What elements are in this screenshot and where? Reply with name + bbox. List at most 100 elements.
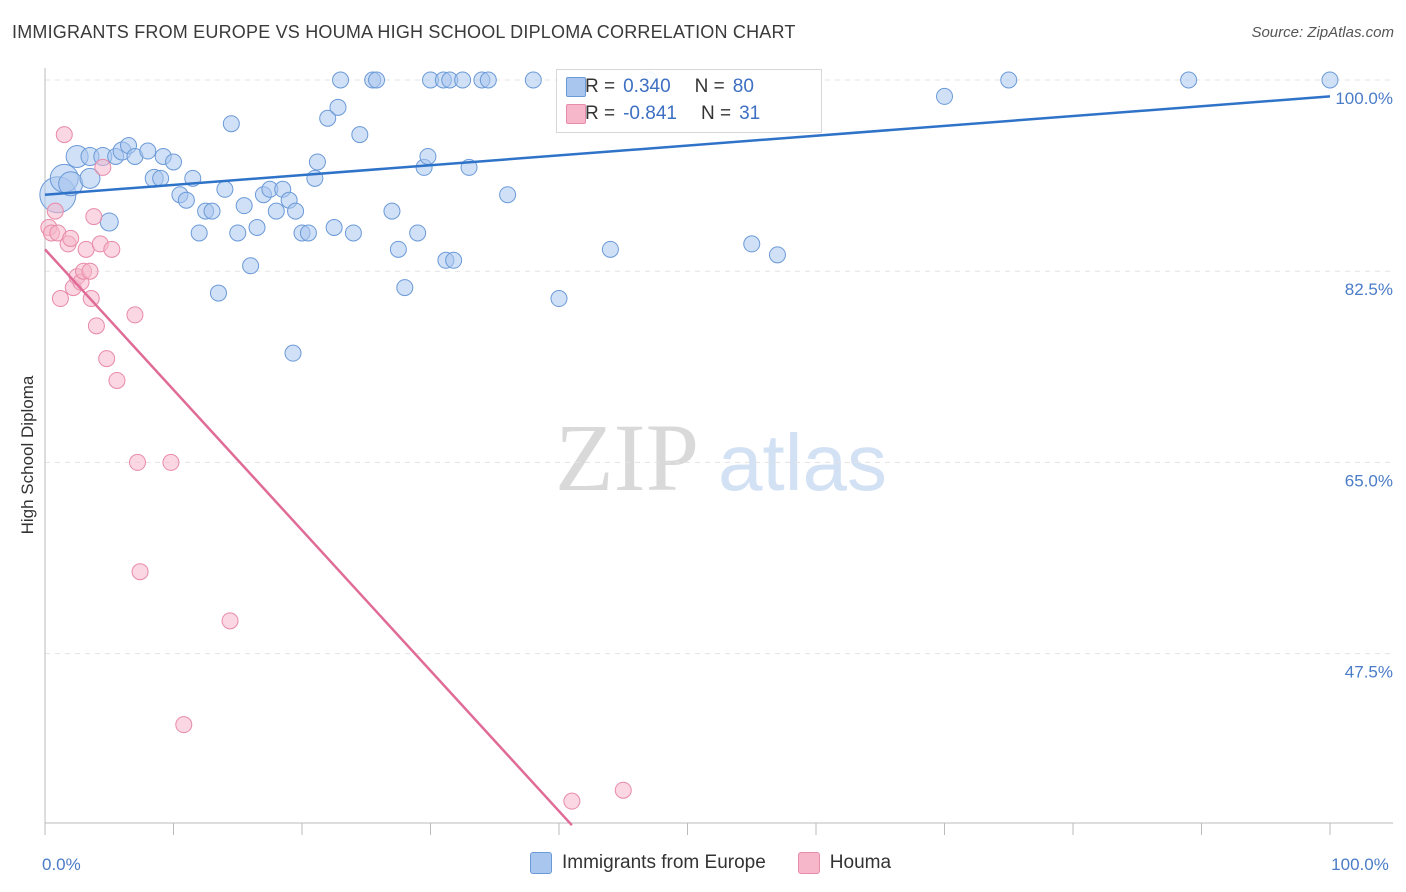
data-point	[454, 71, 472, 89]
data-point	[550, 290, 568, 308]
x-tick-label: 0.0%	[42, 855, 81, 874]
x-tick-label: 100.0%	[1331, 855, 1389, 874]
data-point	[177, 191, 195, 209]
data-point	[389, 240, 407, 258]
data-point	[325, 219, 343, 237]
data-point	[203, 202, 221, 220]
data-point	[108, 371, 126, 389]
watermark-atlas: atlas	[718, 418, 887, 507]
data-point	[94, 158, 112, 176]
data-point	[248, 219, 266, 237]
data-point	[332, 71, 350, 89]
data-point	[1000, 71, 1018, 89]
legend-label: Houma	[829, 852, 892, 873]
series-legend: Immigrants from Europe Houma	[530, 852, 923, 874]
axes	[44, 68, 1393, 835]
chart-source: Source: ZipAtlas.com	[1251, 24, 1394, 41]
data-point	[165, 153, 182, 171]
data-point	[267, 202, 285, 220]
data-point	[139, 142, 157, 160]
data-point	[1321, 71, 1339, 89]
data-point	[162, 453, 180, 471]
legend-r-value: 0.340	[623, 76, 671, 97]
legend-swatch-pink	[797, 852, 820, 874]
data-point	[221, 612, 239, 630]
watermark: ZIP atlas	[555, 404, 887, 511]
data-point	[81, 262, 99, 280]
legend-n-value: 31	[739, 103, 761, 124]
legend-row-houma: R = -0.841 N = 31	[566, 101, 761, 127]
data-point	[319, 109, 337, 127]
legend-swatch-pink	[566, 104, 586, 124]
data-point	[1180, 71, 1198, 89]
legend-swatch-blue	[566, 77, 586, 97]
data-point	[209, 284, 227, 302]
data-point	[46, 202, 64, 220]
y-tick-label: 47.5%	[1345, 663, 1393, 682]
data-point	[85, 208, 103, 226]
y-tick-label: 65.0%	[1345, 471, 1393, 490]
data-point	[103, 240, 121, 258]
data-point	[79, 167, 101, 189]
data-point	[62, 229, 80, 247]
trend-lines	[44, 95, 1331, 827]
legend-swatch-blue	[530, 852, 552, 874]
data-point	[229, 224, 247, 242]
data-point	[524, 71, 542, 89]
legend-r-label: R =	[585, 76, 616, 97]
data-point	[87, 317, 105, 335]
data-point	[344, 224, 362, 242]
chart-title: IMMIGRANTS FROM EUROPE VS HOUMA HIGH SCH…	[12, 22, 796, 42]
watermark-zip: ZIP	[555, 404, 699, 511]
trend-line	[44, 248, 573, 827]
legend-item-houma: Houma	[797, 852, 892, 874]
data-point	[445, 251, 463, 269]
data-point	[351, 126, 369, 144]
grid-lines	[45, 79, 1393, 655]
stats-legend: R = 0.340 N = 80 R = -0.841 N = 31	[556, 69, 822, 133]
y-tick-label: 100.0%	[1335, 89, 1393, 108]
data-point	[190, 224, 208, 242]
tick-labels: 100.0% 82.5% 65.0% 47.5% 0.0% 100.0%	[42, 89, 1393, 874]
data-point	[242, 257, 260, 275]
series-houma-points	[40, 126, 632, 810]
data-point	[499, 186, 517, 204]
data-point	[51, 290, 69, 308]
legend-item-immigrants-from-europe: Immigrants from Europe	[530, 852, 766, 874]
data-point	[216, 180, 234, 198]
legend-r-label: R =	[585, 103, 616, 124]
trend-line	[44, 95, 1331, 196]
data-point	[129, 453, 147, 471]
data-point	[77, 240, 95, 258]
data-point	[396, 279, 414, 297]
data-point	[768, 246, 786, 264]
data-point	[287, 202, 305, 220]
legend-label: Immigrants from Europe	[562, 852, 766, 873]
data-point	[55, 126, 73, 144]
data-point	[368, 71, 386, 89]
data-point	[409, 224, 427, 242]
legend-n-label: N =	[700, 103, 732, 124]
data-point	[152, 169, 170, 187]
data-point	[308, 153, 326, 171]
data-point	[383, 202, 401, 220]
data-point	[419, 147, 437, 165]
data-point	[126, 306, 144, 324]
data-point	[284, 344, 302, 362]
data-point	[329, 98, 347, 116]
data-point	[743, 235, 761, 253]
data-point	[299, 224, 317, 242]
legend-n-label: N =	[694, 76, 725, 97]
data-point	[601, 240, 619, 258]
legend-n-value: 80	[732, 76, 754, 97]
y-tick-label: 82.5%	[1345, 280, 1393, 299]
legend-r-value: -0.841	[623, 103, 677, 124]
data-point	[98, 350, 116, 368]
data-point	[936, 87, 953, 105]
data-point	[175, 716, 193, 734]
data-point	[563, 792, 581, 810]
data-point	[131, 563, 149, 581]
data-point	[235, 197, 253, 215]
data-point	[479, 71, 497, 89]
